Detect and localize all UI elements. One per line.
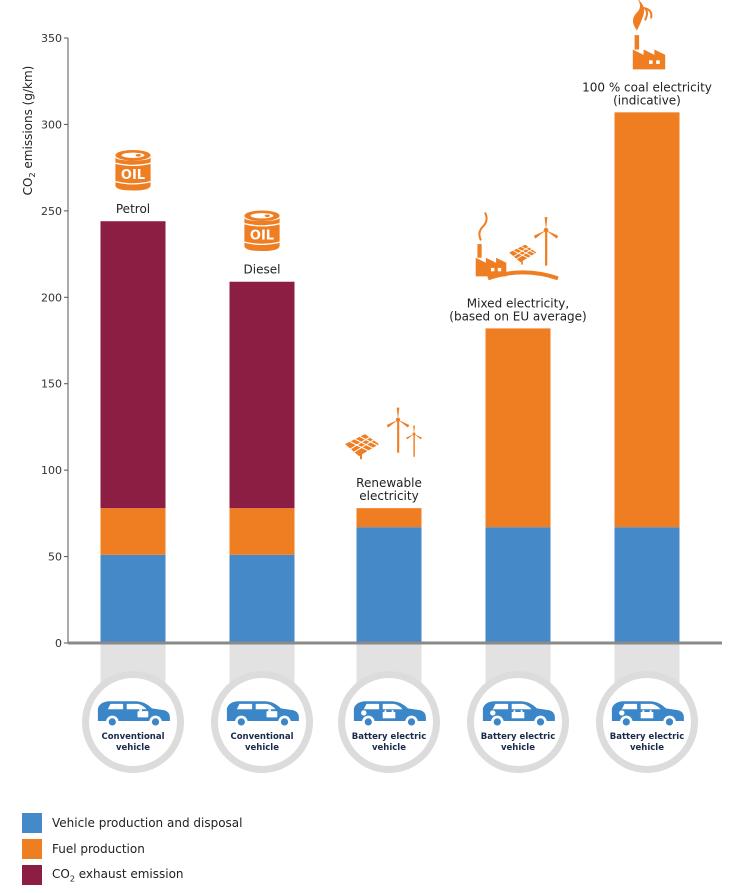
smoke-icon	[478, 211, 488, 241]
vehicle-badges: ConventionalvehicleConventionalvehicleBa…	[82, 671, 698, 773]
wind-turbine-icon	[533, 217, 559, 266]
vehicle-label-1-1: vehicle	[245, 743, 279, 753]
y-axis: 0 50 100 150 200 250 300 350 CO2 emissions (g/km…	[21, 32, 69, 650]
vehicle-label-2-1: vehicle	[372, 743, 406, 753]
legend-item-fuel: Fuel production	[22, 839, 242, 859]
legend-swatch-production	[22, 813, 42, 833]
coal-factory-icon	[632, 35, 666, 70]
vehicle-badge-inner-0	[89, 678, 177, 766]
vehicle-badge-inner-1	[218, 678, 306, 766]
vehicle-label-3-0: Battery electric	[481, 732, 556, 742]
bar-0-segment-1	[100, 508, 166, 555]
flame-icon	[641, 6, 653, 21]
legend-swatch-exhaust	[22, 865, 42, 885]
legend-swatch-fuel	[22, 839, 42, 859]
category-icons: OIL OIL	[114, 0, 666, 460]
vehicle-label-0-0: Conventional	[101, 732, 164, 742]
bar-1-segment-2	[229, 281, 295, 509]
y-tick-label-250: 250	[41, 205, 62, 218]
bar-label-2-0: Renewable	[356, 476, 422, 490]
vehicle-label-1-0: Conventional	[230, 732, 293, 742]
bar-0-segment-2	[100, 221, 166, 509]
emissions-chart: 0 50 100 150 200 250 300 350 CO2 emissions (g/km…	[21, 0, 722, 773]
vehicle-badge-inner-3	[474, 678, 562, 766]
bar-label-2-1: electricity	[359, 489, 418, 503]
legend-label-exhaust: CO2 exhaust emission	[52, 866, 184, 884]
vehicle-label-4-0: Battery electric	[610, 732, 685, 742]
wind-turbine-icon	[386, 407, 410, 453]
vehicle-label-3-1: vehicle	[501, 743, 535, 753]
solar-panel-icon	[344, 433, 380, 460]
bar-3-segment-1	[485, 328, 551, 528]
legend: Vehicle production and disposal Fuel pro…	[22, 813, 242, 891]
legend-label-production: Vehicle production and disposal	[52, 816, 243, 830]
y-tick-label-200: 200	[41, 291, 62, 304]
bar-2-segment-1	[356, 508, 422, 528]
vehicle-label-4-1: vehicle	[630, 743, 664, 753]
solar-panel-icon	[508, 244, 537, 266]
bar-label-0-0: Petrol	[116, 202, 150, 216]
flame-icon	[633, 0, 645, 31]
vehicle-label-0-1: vehicle	[116, 743, 150, 753]
bar-label-4-0: 100 % coal electricity	[582, 80, 712, 94]
bar-4-segment-1	[614, 112, 680, 528]
bar-1-segment-1	[229, 508, 295, 555]
y-tick-label-100: 100	[41, 464, 62, 477]
vehicle-badge-inner-4	[603, 678, 691, 766]
oil-barrel-label: OIL	[121, 168, 145, 183]
bar-label-1-0: Diesel	[244, 263, 281, 277]
vehicle-badge-inner-2	[345, 678, 433, 766]
y-tick-label-350: 350	[41, 32, 62, 45]
bar-label-4-1: (indicative)	[613, 93, 681, 107]
oil-barrel-label: OIL	[250, 229, 274, 244]
legend-item-production: Vehicle production and disposal	[22, 813, 242, 833]
bars	[68, 112, 722, 645]
vehicle-label-2-0: Battery electric	[352, 732, 427, 742]
legend-label-fuel: Fuel production	[52, 842, 145, 856]
bar-2-segment-0	[356, 527, 422, 643]
bar-3-segment-0	[485, 527, 551, 643]
bar-4-segment-0	[614, 527, 680, 643]
y-tick-label-300: 300	[41, 118, 62, 131]
bar-0-segment-0	[100, 554, 166, 643]
y-axis-title: CO2 emissions (g/km)	[21, 66, 37, 196]
wind-turbine-icon	[406, 425, 422, 457]
bar-1-segment-0	[229, 554, 295, 643]
legend-item-exhaust: CO2 exhaust emission	[22, 865, 242, 885]
bar-label-3-1: (based on EU average)	[449, 309, 586, 323]
bar-label-3-0: Mixed electricity,	[467, 296, 569, 310]
y-tick-label-0: 0	[55, 637, 62, 650]
y-tick-label-150: 150	[41, 378, 62, 391]
y-tick-label-50: 50	[48, 551, 62, 564]
factory-icon	[475, 244, 507, 277]
ground-arc	[487, 270, 559, 281]
